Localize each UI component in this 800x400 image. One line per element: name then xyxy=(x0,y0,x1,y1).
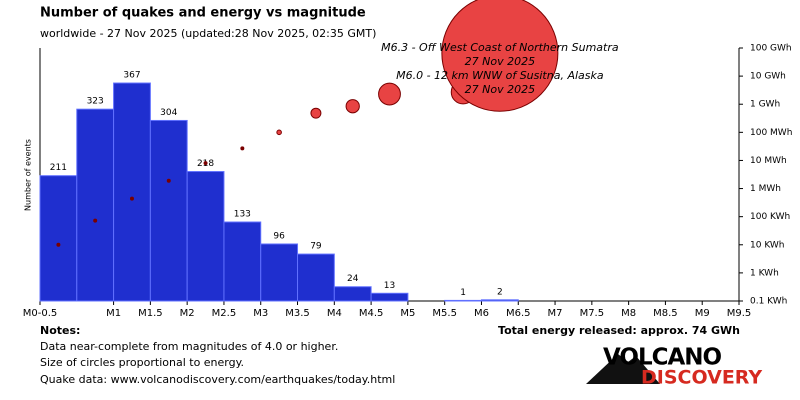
x-tick-label: M5.5 xyxy=(432,308,457,319)
bar-label: 323 xyxy=(87,97,104,107)
bar xyxy=(76,108,115,302)
energy-circle xyxy=(276,129,282,136)
bar-label: 13 xyxy=(384,281,395,291)
notes-heading: Notes: xyxy=(40,324,80,337)
y2-tick-label: 1 KWh xyxy=(750,268,779,278)
y2-tick-label: 1 MWh xyxy=(750,184,781,194)
energy-circle xyxy=(441,0,559,112)
bar xyxy=(297,253,335,302)
energy-circle xyxy=(310,107,322,119)
x-tick-label: M2.5 xyxy=(212,308,237,319)
x-tick-label: M8 xyxy=(621,308,636,319)
logo-mountain xyxy=(586,354,660,384)
x-tick-label: M0-0.5 xyxy=(23,308,58,319)
energy-circle xyxy=(129,196,134,201)
x-tick-label: M3 xyxy=(253,308,268,319)
energy-circle xyxy=(93,218,98,223)
x-tick-label: M2 xyxy=(180,308,195,319)
annotation: 27 Nov 2025 xyxy=(465,83,535,96)
energy-circle xyxy=(166,178,171,183)
y-axis-label: Number of events xyxy=(24,139,33,211)
annotation: 27 Nov 2025 xyxy=(465,55,535,68)
y2-tick-label: 10 MWh xyxy=(750,156,787,166)
x-tick-label: M1 xyxy=(106,308,121,319)
bar-label: 133 xyxy=(234,210,251,220)
total-energy: Total energy released: approx. 74 GWh xyxy=(498,324,740,337)
note: Size of circles proportional to energy. xyxy=(40,356,244,369)
x-tick-label: M6.5 xyxy=(506,308,531,319)
chart-title: Number of quakes and energy vs magnitude xyxy=(40,6,366,21)
bar-label: 96 xyxy=(273,231,285,241)
energy-circle xyxy=(203,161,208,166)
x-tick-label: M4.5 xyxy=(359,308,384,319)
y2-tick-label: 10 GWh xyxy=(750,72,786,82)
energy-circle xyxy=(240,146,245,151)
bar xyxy=(480,299,519,302)
x-tick-label: M5 xyxy=(400,308,415,319)
annotation: M6.3 - Off West Coast of Northern Sumatr… xyxy=(381,41,619,54)
logo-text: VOLCANO xyxy=(603,345,722,371)
x-tick-label: M1.5 xyxy=(138,308,163,319)
bar-label: 304 xyxy=(160,108,177,118)
bar-label: 367 xyxy=(123,71,140,81)
note: Quake data: www.volcanodiscovery.com/ear… xyxy=(40,373,395,386)
x-tick-label: M4 xyxy=(327,308,342,319)
bar xyxy=(39,175,78,302)
note: Data near-complete from magnitudes of 4.… xyxy=(40,340,338,353)
bar-label: 2 xyxy=(497,287,503,297)
energy-circle xyxy=(56,242,61,247)
bar-label: 24 xyxy=(347,274,359,284)
logo-text: DISCOVERY xyxy=(641,367,762,389)
bar xyxy=(186,171,225,302)
x-tick-label: M8.5 xyxy=(653,308,678,319)
bar xyxy=(113,82,151,302)
x-tick-label: M7 xyxy=(548,308,563,319)
y2-tick-label: 1 GWh xyxy=(750,100,780,110)
energy-circle xyxy=(345,99,360,114)
x-tick-label: M9 xyxy=(695,308,710,319)
bar xyxy=(260,243,299,302)
x-tick-label: M7.5 xyxy=(580,308,605,319)
x-tick-label: M9.5 xyxy=(727,308,752,319)
annotation: M6.0 - 12 km WNW of Susitna, Alaska xyxy=(396,69,604,82)
y2-tick-label: 10 KWh xyxy=(750,240,785,250)
bar xyxy=(444,299,482,302)
bar xyxy=(333,286,372,302)
x-tick-label: M6 xyxy=(474,308,489,319)
bar xyxy=(370,292,409,302)
chart-subtitle: worldwide - 27 Nov 2025 (updated:28 Nov … xyxy=(40,27,376,40)
y2-tick-label: 100 KWh xyxy=(750,212,790,222)
y2-tick-label: 0.1 KWh xyxy=(750,297,787,307)
bar-label: 79 xyxy=(310,242,322,252)
y2-tick-label: 100 MWh xyxy=(750,128,792,138)
bar-label: 1 xyxy=(460,288,466,298)
bar-label: 211 xyxy=(50,163,67,173)
energy-circle xyxy=(378,82,401,106)
y2-tick-label: 100 GWh xyxy=(750,44,792,54)
bar xyxy=(149,119,188,302)
x-tick-label: M3.5 xyxy=(285,308,310,319)
bar xyxy=(223,221,262,302)
